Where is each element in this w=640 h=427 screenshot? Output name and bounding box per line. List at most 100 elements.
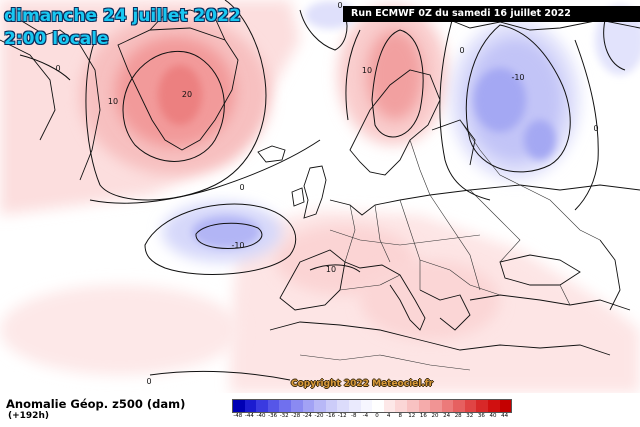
contour-plus-10-france — [309, 264, 361, 273]
color-scale-tick-label: -20 — [314, 413, 324, 419]
color-scale-swatch — [383, 400, 396, 412]
baffin-coast — [0, 39, 56, 141]
black-sea-coast — [499, 254, 581, 286]
color-scale-tick-label: -32 — [279, 413, 289, 419]
color-scale-swatch — [233, 400, 245, 412]
contour-zero-north-atlantic — [89, 139, 321, 204]
greenland-north-coast — [149, 9, 226, 41]
contour-label: 10 — [362, 66, 372, 75]
color-scale-swatch — [348, 400, 361, 412]
color-scale-swatch — [314, 400, 326, 412]
color-scale-tick-label: -12 — [337, 413, 347, 419]
color-scale-tick-label: -40 — [256, 413, 266, 419]
color-scale-tick-label: 8 — [398, 413, 402, 419]
iceland-coast — [257, 145, 286, 163]
copyright-notice: Copyright 2022 Meteociel.fr — [291, 379, 434, 389]
iberia-coast — [279, 249, 346, 311]
border-caucasus — [559, 284, 571, 306]
color-scale-tick-label: 16 — [419, 413, 427, 419]
color-scale-tick-label: -28 — [291, 413, 301, 419]
contour-label: -10 — [511, 73, 524, 82]
italy-coast — [344, 261, 426, 331]
color-scale-tick-label: -44 — [244, 413, 254, 419]
color-scale-swatch — [441, 400, 454, 412]
contour-label: 0 — [337, 1, 342, 10]
lead-time: (+192h) — [8, 411, 49, 421]
great-britain-coast — [303, 165, 327, 219]
color-scale-swatch — [256, 400, 268, 412]
color-scale-swatch — [372, 400, 384, 412]
color-scale-tick-label: -36 — [268, 413, 278, 419]
color-scale-tick-label: 36 — [477, 413, 485, 419]
contour-label: -10 — [231, 241, 244, 250]
contour-zero-south — [149, 370, 291, 381]
contour-label: 0 — [55, 64, 60, 73]
color-scale-tick-label: -48 — [233, 413, 243, 419]
ireland-coast — [291, 187, 305, 207]
canada-arctic-coast — [19, 19, 101, 181]
negative-anomaly-russia-core — [474, 68, 526, 132]
valid-date-title: dimanche 24 juillet 2022 — [4, 6, 241, 26]
color-scale-swatch — [406, 400, 419, 412]
turkey-coast — [469, 294, 631, 311]
color-scale-swatch — [244, 400, 257, 412]
contour-zero-canada — [19, 54, 71, 81]
color-scale-swatch — [476, 400, 489, 412]
color-scale-tick-label: -16 — [326, 413, 336, 419]
color-scale-tick-label: -24 — [302, 413, 312, 419]
color-scale-tick-label: 24 — [443, 413, 451, 419]
color-scale-tick-label: 20 — [431, 413, 439, 419]
color-scale-swatches — [232, 399, 513, 413]
contour-label: 10 — [108, 97, 118, 106]
color-scale-swatch — [267, 400, 280, 412]
border-poland-ukraine — [399, 199, 421, 290]
color-scale-swatch — [418, 400, 431, 412]
color-scale-swatch — [325, 400, 338, 412]
border-scandinavia-baltic — [409, 139, 431, 196]
border-france-germany — [344, 204, 356, 263]
border-belarus-ukraine — [429, 194, 481, 291]
positive-anomaly-south-atlantic — [0, 285, 240, 375]
border-russia-kazakhstan — [519, 184, 601, 241]
color-scale-swatch — [453, 400, 465, 412]
contour-minus-10-russia — [465, 24, 571, 173]
contour-plus-10-greenland — [85, 0, 267, 201]
variable-title: Anomalie Géop. z500 (dam) — [6, 397, 186, 411]
border-germany-poland — [374, 204, 391, 263]
contour-zero-norway — [345, 29, 361, 121]
color-scale-tick-label: -4 — [362, 413, 369, 419]
geopotential-anomaly-map: 20 10 10 0 0 -10 -10 0 0 10 0 0 0 — [0, 0, 640, 393]
color-scale-swatch — [395, 400, 407, 412]
contour-label: 0 — [146, 377, 151, 386]
color-scale-tick-label: 40 — [489, 413, 497, 419]
contour-zero-northeast — [603, 19, 626, 71]
north-africa-coast — [269, 321, 611, 356]
border-finland-russia — [459, 119, 521, 186]
contour-zero-arctic — [299, 9, 348, 51]
border-north-africa — [299, 354, 471, 371]
scandinavia-coast — [349, 69, 441, 176]
color-scale-tick-label: -8 — [351, 413, 357, 419]
caspian-coast — [599, 239, 621, 311]
contour-minus-10-atlantic — [195, 222, 263, 249]
valid-time-title: 2:00 locale — [4, 29, 109, 49]
border-balkans — [419, 259, 501, 296]
contour-zero-atlantic-low — [144, 203, 297, 275]
color-scale-ticks: -48 -44 -40 -36 -32 -28 -24 -20 -16 -12 -8 -4 0 4 8 12 1… — [232, 413, 512, 423]
contour-zero-russia-west — [439, 9, 491, 201]
positive-anomaly-greenland-max — [158, 65, 202, 125]
color-scale-swatch — [302, 400, 315, 412]
color-scale-swatch — [279, 400, 291, 412]
contour-label: 0 — [459, 46, 464, 55]
negative-anomaly-russia-secondary — [524, 120, 556, 160]
contour-plus-20-greenland — [122, 51, 225, 162]
footer-bar: Anomalie Géop. z500 (dam) (+192h) -48 -44… — [0, 393, 640, 427]
color-scale-tick-label: 28 — [454, 413, 462, 419]
color-scale-swatch — [430, 400, 442, 412]
border-alps — [339, 274, 401, 291]
contour-plus-10-scandinavia — [371, 29, 424, 138]
color-scale-tick-label: 0 — [375, 413, 379, 419]
contour-label: 20 — [182, 90, 192, 99]
color-scale-swatch — [488, 400, 500, 412]
